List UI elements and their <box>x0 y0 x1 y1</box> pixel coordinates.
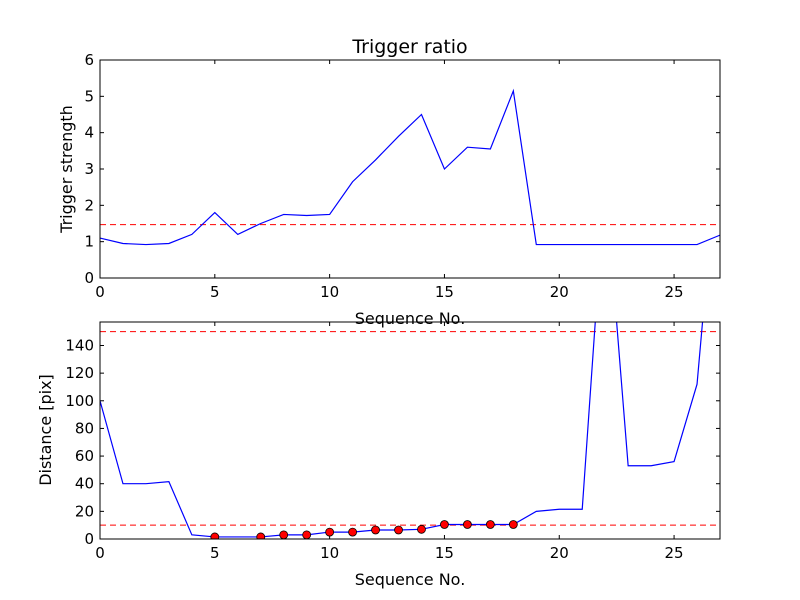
y-tick-label: 20 <box>75 502 94 520</box>
data-point <box>256 532 266 539</box>
y-tick-label: 2 <box>84 196 94 214</box>
x-tick-label: 20 <box>550 544 569 562</box>
x-axis-label: Sequence No. <box>355 570 466 589</box>
y-tick-label: 3 <box>84 160 94 178</box>
x-tick-label: 0 <box>95 544 105 562</box>
data-point <box>440 520 449 529</box>
y-axis-label: Distance [pix] <box>36 374 55 486</box>
x-tick-label: 5 <box>210 544 220 562</box>
plot-frame <box>99 321 721 540</box>
x-tick-label: 15 <box>435 283 454 301</box>
data-point <box>417 524 426 534</box>
x-tick-label: 10 <box>320 283 339 301</box>
x-tick-group: 0 5 10 15 20 25 <box>95 322 684 562</box>
data-point <box>508 520 518 529</box>
data-point <box>325 527 335 537</box>
data-point <box>210 532 220 539</box>
x-tick-label: 25 <box>665 283 684 301</box>
data-point <box>371 525 380 535</box>
x-tick-label: 0 <box>95 283 105 301</box>
x-tick-group: 0 5 10 15 20 25 <box>95 60 684 301</box>
plot-frame <box>99 59 721 279</box>
x-axis-label: Sequence No. <box>355 309 466 328</box>
y-tick-label: 0 <box>84 269 94 287</box>
y-tick-label: 1 <box>84 233 94 251</box>
data-point <box>348 527 357 537</box>
trigger-ratio-chart: Trigger ratio 0 5 10 15 20 25 0 1 2 3 4 5 6 Sequenc… <box>57 36 721 328</box>
y-tick-label: 6 <box>84 51 94 69</box>
x-tick-label: 25 <box>665 544 684 562</box>
x-tick-label: 5 <box>210 283 220 301</box>
data-point <box>463 520 472 529</box>
y-tick-label: 80 <box>75 419 94 437</box>
y-axis-label: Trigger strength <box>57 105 76 234</box>
data-point <box>394 525 403 535</box>
data-point <box>485 520 495 529</box>
x-tick-label: 20 <box>550 283 569 301</box>
series-line <box>100 322 704 538</box>
distance-chart: 0 5 10 15 20 25 0 20 40 60 80 100 120 140 Sequence N… <box>36 321 721 589</box>
y-tick-label: 140 <box>65 336 94 354</box>
y-tick-label: 100 <box>65 392 94 410</box>
series-group <box>99 88 721 246</box>
y-tick-label: 5 <box>84 87 94 105</box>
x-tick-label: 10 <box>320 544 339 562</box>
y-tick-group: 0 20 40 60 80 100 120 140 <box>65 336 720 548</box>
series-line <box>99 88 721 246</box>
y-tick-label: 0 <box>84 530 94 548</box>
data-point <box>279 530 289 539</box>
chart-title: Trigger ratio <box>351 36 467 58</box>
data-point <box>302 530 312 539</box>
threshold-lines <box>100 331 720 526</box>
y-tick-label: 4 <box>84 124 94 142</box>
y-tick-label: 40 <box>75 475 94 493</box>
y-tick-label: 120 <box>65 364 94 382</box>
y-tick-label: 60 <box>75 447 94 465</box>
series-group <box>100 322 704 539</box>
x-tick-label: 15 <box>435 544 454 562</box>
